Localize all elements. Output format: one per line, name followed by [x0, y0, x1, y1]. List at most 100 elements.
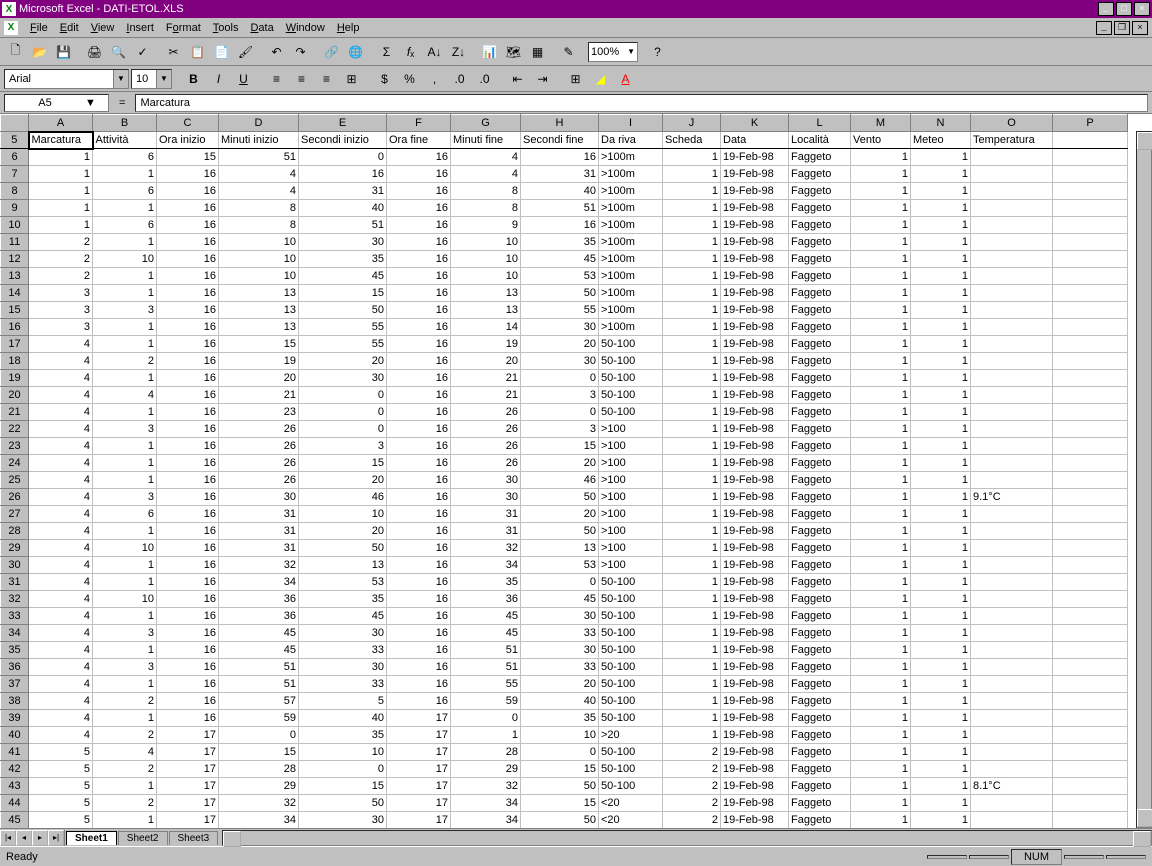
cell-J13[interactable]: 1	[663, 268, 721, 285]
cell-H36[interactable]: 33	[521, 659, 599, 676]
cell-D21[interactable]: 23	[219, 404, 299, 421]
cell-F39[interactable]: 17	[387, 710, 451, 727]
cell-G12[interactable]: 10	[451, 251, 521, 268]
cell-J20[interactable]: 1	[663, 387, 721, 404]
cell-M44[interactable]: 1	[851, 795, 911, 812]
cell-D27[interactable]: 31	[219, 506, 299, 523]
cell-I14[interactable]: >100m	[599, 285, 663, 302]
cell-N25[interactable]: 1	[911, 472, 971, 489]
cell-B22[interactable]: 3	[93, 421, 157, 438]
cell-E34[interactable]: 30	[299, 625, 387, 642]
cell-L45[interactable]: Faggeto	[789, 812, 851, 829]
cell-C42[interactable]: 17	[157, 761, 219, 778]
cell-F45[interactable]: 17	[387, 812, 451, 829]
cell-K43[interactable]: 19-Feb-98	[721, 778, 789, 795]
cell-D39[interactable]: 59	[219, 710, 299, 727]
cell-O14[interactable]	[971, 285, 1053, 302]
row-header-26[interactable]: 26	[1, 489, 29, 506]
cell-D17[interactable]: 15	[219, 336, 299, 353]
cell-E11[interactable]: 30	[299, 234, 387, 251]
cell-C7[interactable]: 16	[157, 166, 219, 183]
cell-L43[interactable]: Faggeto	[789, 778, 851, 795]
cell-M19[interactable]: 1	[851, 370, 911, 387]
cell-D45[interactable]: 34	[219, 812, 299, 829]
cell-P32[interactable]	[1053, 591, 1128, 608]
cell-C39[interactable]: 16	[157, 710, 219, 727]
cell-L37[interactable]: Faggeto	[789, 676, 851, 693]
cell-O44[interactable]	[971, 795, 1053, 812]
cell-E5[interactable]: Secondi inizio	[299, 132, 387, 149]
cell-B45[interactable]: 1	[93, 812, 157, 829]
cell-K22[interactable]: 19-Feb-98	[721, 421, 789, 438]
cell-F20[interactable]: 16	[387, 387, 451, 404]
increase-decimal-button[interactable]: .0	[448, 68, 471, 90]
cell-H34[interactable]: 33	[521, 625, 599, 642]
cell-J25[interactable]: 1	[663, 472, 721, 489]
cell-O20[interactable]	[971, 387, 1053, 404]
cell-E40[interactable]: 35	[299, 727, 387, 744]
cell-G41[interactable]: 28	[451, 744, 521, 761]
cell-J32[interactable]: 1	[663, 591, 721, 608]
pivot-button[interactable]: ▦	[526, 41, 549, 63]
cell-P45[interactable]	[1053, 812, 1128, 829]
cell-C33[interactable]: 16	[157, 608, 219, 625]
cell-C18[interactable]: 16	[157, 353, 219, 370]
cell-L40[interactable]: Faggeto	[789, 727, 851, 744]
cell-N14[interactable]: 1	[911, 285, 971, 302]
cell-L18[interactable]: Faggeto	[789, 353, 851, 370]
cell-E30[interactable]: 13	[299, 557, 387, 574]
cell-A33[interactable]: 4	[29, 608, 93, 625]
cell-D7[interactable]: 4	[219, 166, 299, 183]
cell-J31[interactable]: 1	[663, 574, 721, 591]
cell-H19[interactable]: 0	[521, 370, 599, 387]
col-header-G[interactable]: G	[451, 115, 521, 132]
cell-H44[interactable]: 15	[521, 795, 599, 812]
undo-button[interactable]: ↶	[265, 41, 288, 63]
cell-G32[interactable]: 36	[451, 591, 521, 608]
cell-N40[interactable]: 1	[911, 727, 971, 744]
cell-B5[interactable]: Attività	[93, 132, 157, 149]
cell-M20[interactable]: 1	[851, 387, 911, 404]
cell-E17[interactable]: 55	[299, 336, 387, 353]
cell-L32[interactable]: Faggeto	[789, 591, 851, 608]
row-header-37[interactable]: 37	[1, 676, 29, 693]
cell-P7[interactable]	[1053, 166, 1128, 183]
cell-B28[interactable]: 1	[93, 523, 157, 540]
cell-I40[interactable]: >20	[599, 727, 663, 744]
horizontal-scrollbar[interactable]	[222, 830, 1152, 846]
tab-last-button[interactable]: ▸|	[48, 830, 64, 846]
cell-M18[interactable]: 1	[851, 353, 911, 370]
cell-L5[interactable]: Località	[789, 132, 851, 149]
cell-N42[interactable]: 1	[911, 761, 971, 778]
row-header-29[interactable]: 29	[1, 540, 29, 557]
cell-P21[interactable]	[1053, 404, 1128, 421]
cell-K23[interactable]: 19-Feb-98	[721, 438, 789, 455]
cell-H17[interactable]: 20	[521, 336, 599, 353]
cell-L13[interactable]: Faggeto	[789, 268, 851, 285]
cell-B7[interactable]: 1	[93, 166, 157, 183]
cell-O8[interactable]	[971, 183, 1053, 200]
cell-P27[interactable]	[1053, 506, 1128, 523]
cell-A31[interactable]: 4	[29, 574, 93, 591]
cell-I15[interactable]: >100m	[599, 302, 663, 319]
cell-E15[interactable]: 50	[299, 302, 387, 319]
cell-H25[interactable]: 46	[521, 472, 599, 489]
cell-G43[interactable]: 32	[451, 778, 521, 795]
cell-M35[interactable]: 1	[851, 642, 911, 659]
cell-O35[interactable]	[971, 642, 1053, 659]
cell-H6[interactable]: 16	[521, 149, 599, 166]
cell-D10[interactable]: 8	[219, 217, 299, 234]
cell-N8[interactable]: 1	[911, 183, 971, 200]
cell-I27[interactable]: >100	[599, 506, 663, 523]
cell-F38[interactable]: 16	[387, 693, 451, 710]
cell-B31[interactable]: 1	[93, 574, 157, 591]
cell-F7[interactable]: 16	[387, 166, 451, 183]
cell-N6[interactable]: 1	[911, 149, 971, 166]
cell-C20[interactable]: 16	[157, 387, 219, 404]
cell-N15[interactable]: 1	[911, 302, 971, 319]
cell-B8[interactable]: 6	[93, 183, 157, 200]
cell-A17[interactable]: 4	[29, 336, 93, 353]
cell-K29[interactable]: 19-Feb-98	[721, 540, 789, 557]
row-header-43[interactable]: 43	[1, 778, 29, 795]
cell-J5[interactable]: Scheda	[663, 132, 721, 149]
